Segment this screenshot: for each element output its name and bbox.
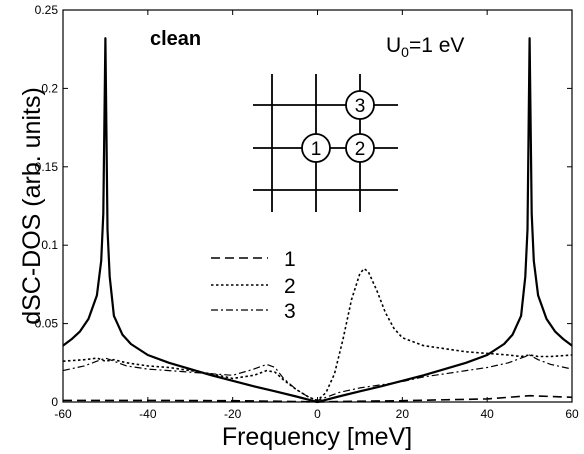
series-line-3 (62, 354, 573, 401)
legend-label-1: 1 (284, 248, 296, 271)
x-tick-label: 0 (314, 407, 321, 421)
x-tick-label: 60 (565, 407, 579, 421)
x-tick-label: -20 (224, 407, 242, 421)
y-tick-label: 0.15 (35, 160, 59, 174)
plot-frame (62, 9, 573, 403)
site-circle-2 (345, 133, 375, 163)
x-tick-label: 40 (480, 407, 494, 421)
y-tick-label: 0.25 (35, 3, 59, 17)
lattice-inset: 1 2 3 (253, 74, 398, 212)
site-circle-3 (345, 90, 375, 120)
x-tick-label: -40 (139, 407, 157, 421)
u0-label: U0=1 eV (386, 34, 464, 60)
site-circle-1 (301, 133, 331, 163)
y-tick-label: 0.05 (35, 317, 59, 331)
y-tick-label: 0.2 (41, 81, 58, 95)
y-tick-label: 0 (51, 395, 58, 409)
x-axis-label: Frequency [meV] (222, 423, 412, 451)
legend: 1 2 3 (211, 248, 296, 323)
site-label-2: 2 (355, 139, 366, 160)
x-tick-label: -60 (54, 407, 72, 421)
site-label-3: 3 (355, 96, 366, 117)
u0-suffix: =1 eV (409, 34, 464, 57)
series-line-2 (62, 267, 573, 402)
x-tick-label: 20 (396, 407, 410, 421)
series-layer (62, 37, 573, 404)
legend-label-2: 2 (284, 275, 296, 298)
legend-label-3: 3 (284, 300, 296, 323)
y-tick-label: 0.1 (41, 238, 58, 252)
y-axis-label: dSC-DOS (arb. units) (18, 87, 46, 325)
series-line-solid (62, 37, 573, 404)
u0-subscript: 0 (401, 44, 409, 60)
u0-prefix: U (386, 34, 401, 57)
site-label-1: 1 (311, 139, 322, 160)
regime-label: clean (150, 28, 201, 50)
